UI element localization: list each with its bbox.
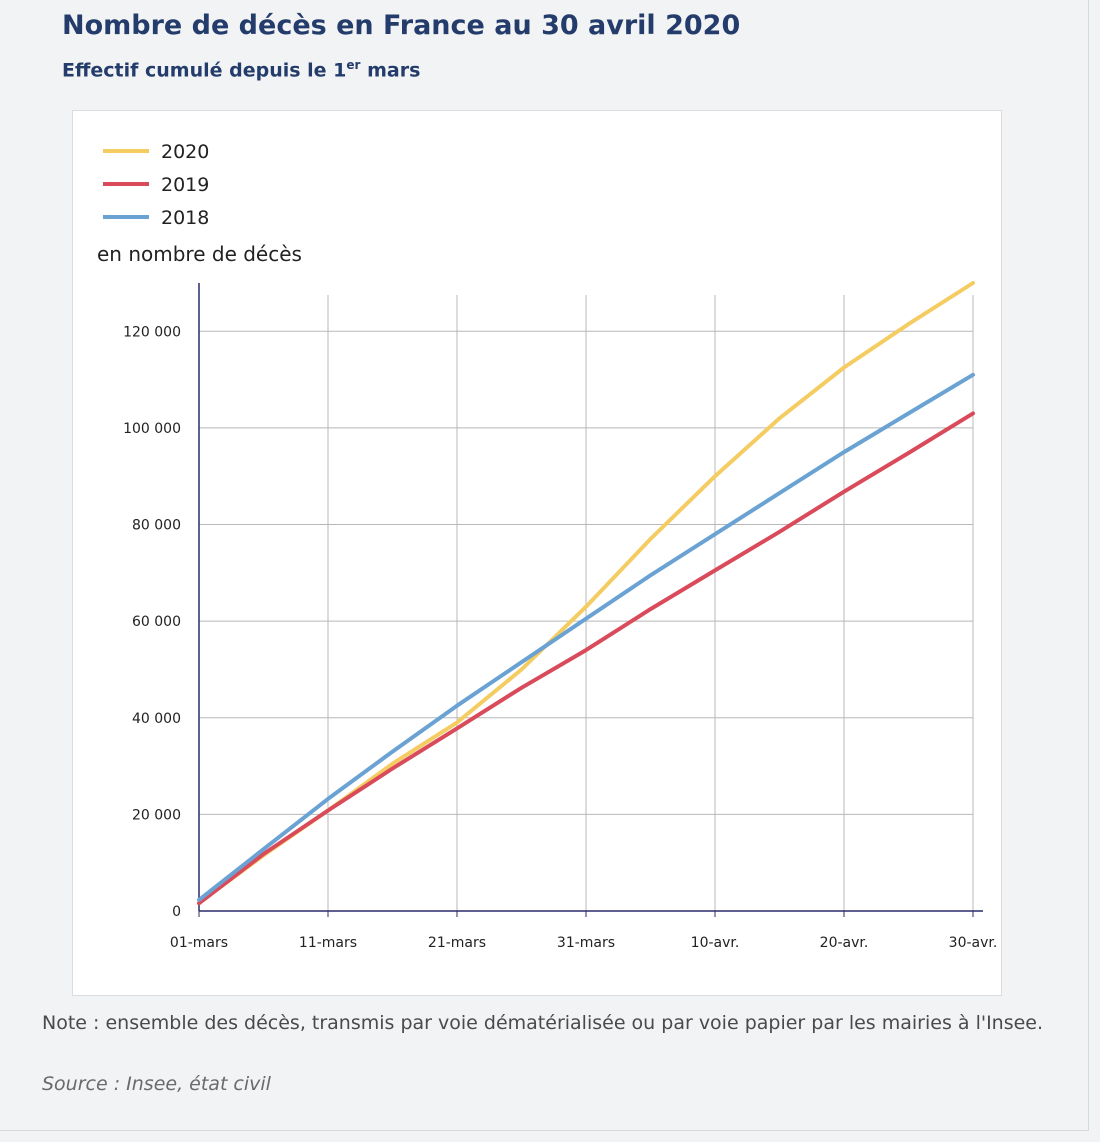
y-tick-label: 20 000 <box>132 807 181 823</box>
series-line-2018 <box>197 372 975 902</box>
x-tick-label: 01-mars <box>170 935 228 951</box>
y-tick-label: 120 000 <box>123 324 181 340</box>
x-tick-label: 21-mars <box>428 935 486 951</box>
y-tick-label: 0 <box>172 904 181 920</box>
chart-subtitle: Effectif cumulé depuis le 1er mars <box>62 58 420 81</box>
legend-label-2018: 2018 <box>161 207 209 229</box>
x-tick-label: 31-mars <box>557 935 615 951</box>
chart-source: Source : Insee, état civil <box>42 1073 271 1095</box>
series-line-2019 <box>197 411 975 906</box>
line-chart: 0 20 000 40 000 60 000 80 000 100 000 120 000 0… <box>97 141 998 951</box>
subtitle-superscript: er <box>346 58 361 72</box>
x-tick-label: 30-avr. <box>949 935 998 951</box>
y-tick-label: 60 000 <box>132 614 181 630</box>
chart-note: Note : ensemble des décès, transmis par … <box>42 1012 1044 1034</box>
chart-area: 0 20 000 40 000 60 000 80 000 100 000 120 000 0… <box>72 110 1002 996</box>
chart-title: Nombre de décès en France au 30 avril 20… <box>62 10 741 41</box>
y-tick-label: 40 000 <box>132 711 181 727</box>
y-axis-unit-label: en nombre de décès <box>97 242 302 266</box>
subtitle-suffix: mars <box>360 59 421 82</box>
y-tick-label: 80 000 <box>132 518 181 534</box>
x-tick-label: 11-mars <box>299 935 357 951</box>
subtitle-prefix: Effectif cumulé depuis le 1 <box>62 59 347 82</box>
x-tick-label: 10-avr. <box>691 935 740 951</box>
legend-label-2019: 2019 <box>161 174 209 196</box>
y-tick-label: 100 000 <box>123 421 181 437</box>
legend-label-2020: 2020 <box>161 141 209 163</box>
x-tick-label: 20-avr. <box>820 935 869 951</box>
